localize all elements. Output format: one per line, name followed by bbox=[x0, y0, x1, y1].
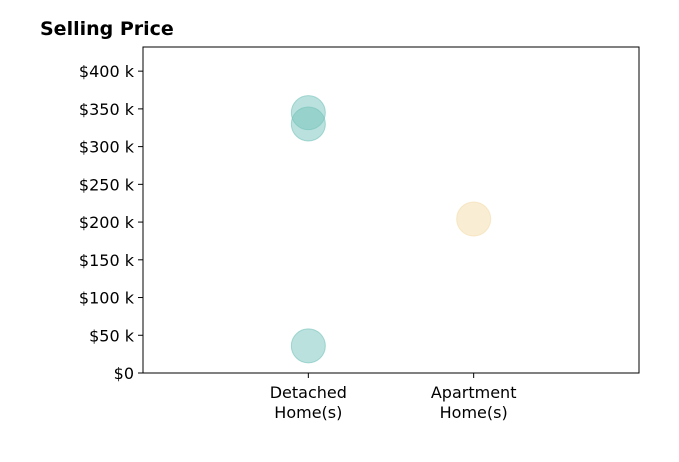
x-axis: Detached Home(s) Apartment Home(s) bbox=[270, 373, 517, 422]
y-tick-label: $400 k bbox=[79, 62, 135, 81]
x-tick-label: Detached Home(s) bbox=[270, 383, 347, 422]
y-tick-label: $0 bbox=[114, 364, 134, 383]
plot-frame bbox=[142, 46, 640, 374]
y-tick-label: $350 k bbox=[79, 100, 135, 119]
chart-title: Selling Price bbox=[40, 18, 174, 40]
y-tick-label: $50 k bbox=[89, 326, 135, 345]
x-tick-label: Apartment Home(s) bbox=[431, 383, 517, 422]
y-tick-label: $100 k bbox=[79, 289, 135, 308]
data-point bbox=[290, 106, 326, 142]
y-tick-label: $150 k bbox=[79, 251, 135, 270]
y-tick-label: $300 k bbox=[79, 138, 135, 157]
y-tick-label: $200 k bbox=[79, 213, 135, 232]
data-points bbox=[290, 95, 492, 364]
y-tick-label: $250 k bbox=[79, 175, 135, 194]
data-point bbox=[290, 328, 326, 364]
y-axis: $0 $50 k $100 k $150 k $200 k $250 k $300 k $35… bbox=[79, 62, 143, 383]
data-point bbox=[456, 201, 492, 237]
